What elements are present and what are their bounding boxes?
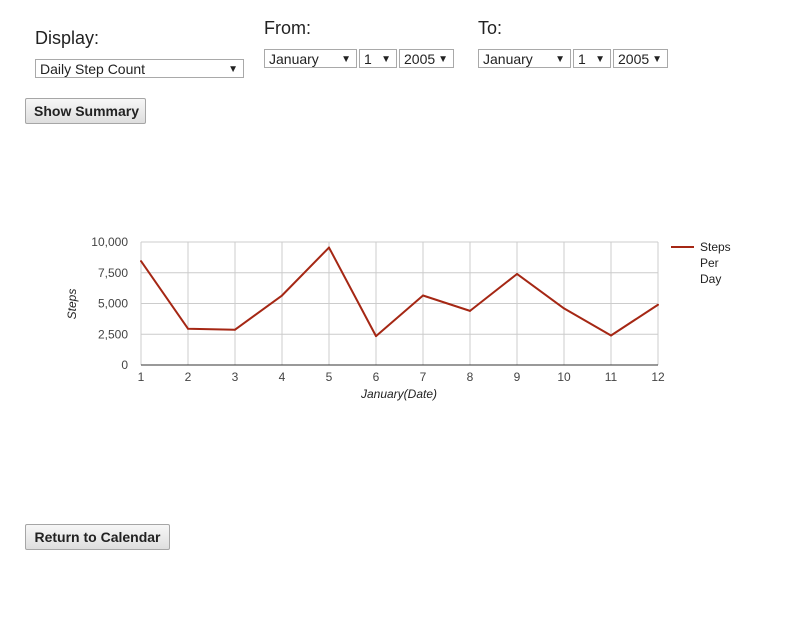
chevron-down-icon: ▼: [228, 64, 238, 75]
y-tick-label: 5,000: [98, 297, 128, 311]
data-point: [140, 260, 142, 263]
from-day-value: 1: [364, 51, 372, 67]
to-year-select[interactable]: 2005 ▼: [613, 49, 668, 68]
legend-label: Steps: [700, 240, 731, 254]
to-day-select[interactable]: 1 ▼: [573, 49, 611, 68]
x-tick-label: 8: [467, 370, 474, 384]
to-year-value: 2005: [618, 51, 650, 67]
data-point: [610, 334, 612, 337]
x-tick-label: 10: [557, 370, 571, 384]
y-tick-label: 7,500: [98, 266, 128, 280]
from-label: From:: [264, 18, 311, 38]
x-tick-label: 11: [605, 370, 618, 384]
x-tick-label: 12: [651, 370, 665, 384]
data-point: [516, 272, 518, 275]
from-day-select[interactable]: 1 ▼: [359, 49, 397, 68]
display-select-value: Daily Step Count: [40, 61, 146, 77]
y-axis-title: Steps: [65, 289, 79, 320]
x-tick-label: 3: [232, 370, 239, 384]
x-tick-label: 4: [279, 370, 286, 384]
x-tick-label: 6: [373, 370, 380, 384]
data-point: [563, 307, 565, 310]
y-tick-label: 2,500: [98, 327, 128, 341]
series-line-steps-per-day: [140, 246, 659, 338]
from-year-select[interactable]: 2005 ▼: [399, 49, 454, 68]
show-summary-button[interactable]: Show Summary: [25, 98, 146, 124]
x-tick-label: 5: [326, 370, 333, 384]
display-label: Display:: [35, 28, 100, 48]
legend-label: Per: [700, 256, 719, 270]
x-tick-labels: 1 2 3 4 5 6 7 8 9 10 11 12: [138, 370, 665, 384]
to-month-value: January: [483, 51, 533, 67]
from-month-value: January: [269, 51, 319, 67]
y-tick-label: 10,000: [91, 235, 128, 249]
chart-series: [140, 246, 659, 338]
data-point: [422, 294, 424, 297]
to-day-value: 1: [578, 51, 586, 67]
chevron-down-icon: ▼: [595, 54, 605, 65]
data-point: [657, 303, 659, 306]
x-tick-label: 1: [138, 370, 145, 384]
from-month-select[interactable]: January ▼: [264, 49, 357, 68]
chevron-down-icon: ▼: [652, 54, 662, 65]
data-point: [234, 328, 236, 331]
legend-label: Day: [700, 272, 721, 286]
chart-grid: [140, 241, 659, 365]
data-point: [375, 335, 377, 338]
from-year-value: 2005: [404, 51, 436, 67]
return-to-calendar-button[interactable]: Return to Calendar: [25, 524, 170, 550]
x-tick-label: 9: [514, 370, 521, 384]
x-axis-title: January(Date): [360, 387, 437, 401]
data-point: [281, 294, 283, 297]
x-tick-label: 2: [185, 370, 192, 384]
x-tick-label: 7: [420, 370, 427, 384]
y-tick-label: 0: [121, 358, 128, 372]
chevron-down-icon: ▼: [555, 54, 565, 65]
to-label: To:: [478, 18, 503, 38]
display-select[interactable]: Daily Step Count ▼: [35, 59, 244, 78]
chart-legend: Steps Per Day: [671, 240, 731, 286]
data-point: [469, 309, 471, 312]
chevron-down-icon: ▼: [381, 54, 391, 65]
to-month-select[interactable]: January ▼: [478, 49, 571, 68]
chevron-down-icon: ▼: [438, 54, 448, 65]
data-point: [187, 327, 189, 330]
data-point: [328, 246, 330, 249]
y-tick-labels: 0 2,500 5,000 7,500 10,000: [91, 235, 128, 372]
chevron-down-icon: ▼: [341, 54, 351, 65]
